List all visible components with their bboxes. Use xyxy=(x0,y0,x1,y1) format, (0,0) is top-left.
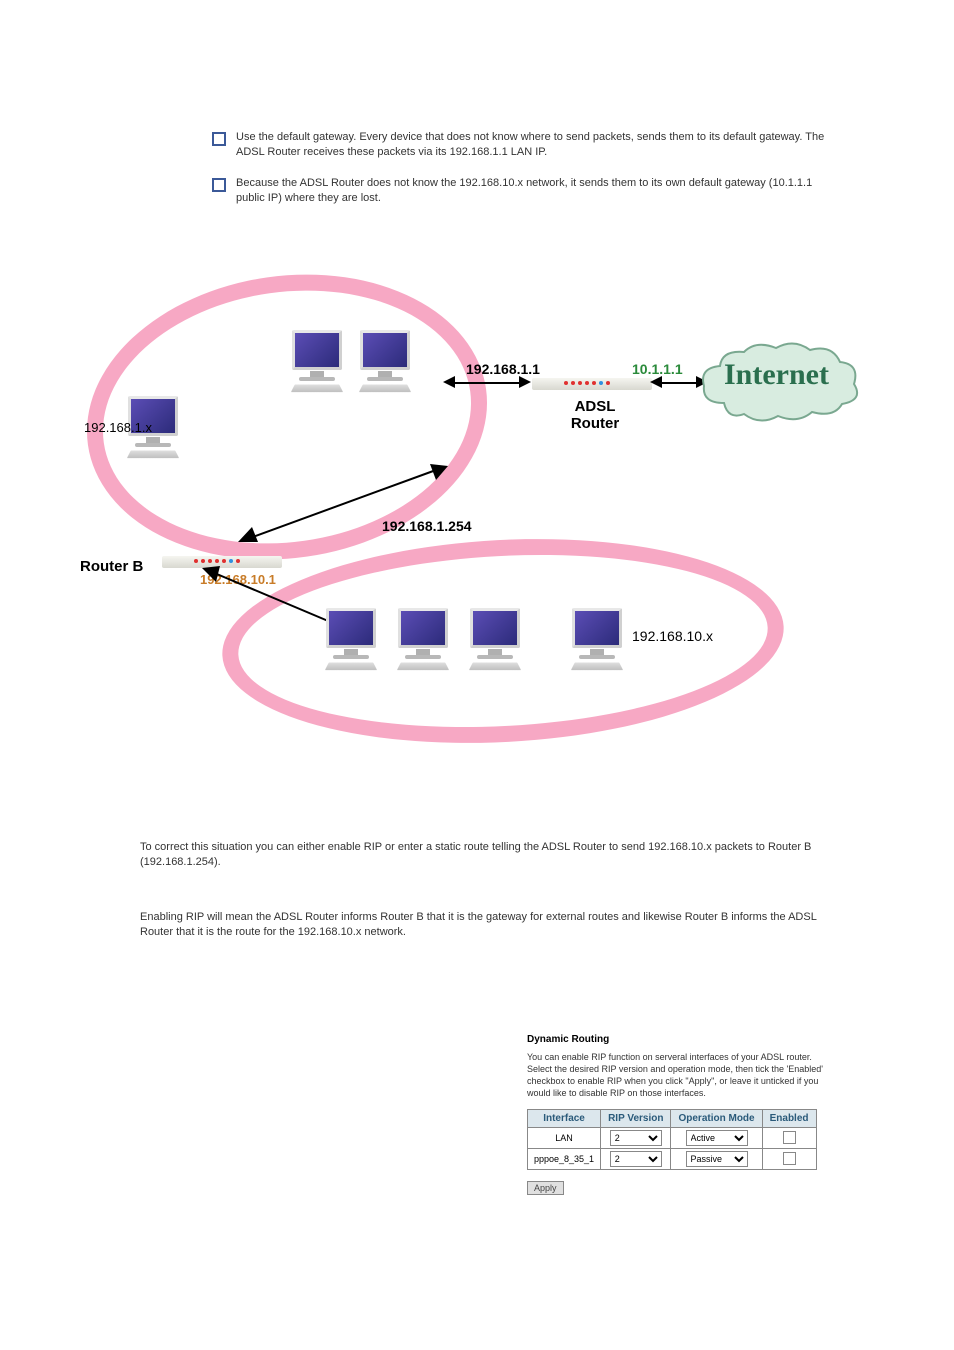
rip-table: Interface RIP Version Operation Mode Ena… xyxy=(527,1109,817,1170)
panel-description: You can enable RIP function on serveral … xyxy=(527,1051,827,1099)
internet-label: Internet xyxy=(724,358,829,392)
adsl-router-icon xyxy=(532,378,652,396)
enabled-checkbox[interactable] xyxy=(783,1131,796,1144)
router-b-label: Router B xyxy=(80,558,143,575)
col-operation-mode: Operation Mode xyxy=(671,1110,762,1128)
bullet-text: Because the ADSL Router does not know th… xyxy=(236,176,832,206)
cell-interface: pppoe_8_35_1 xyxy=(528,1149,601,1170)
rip-version-select[interactable]: 2 xyxy=(610,1151,662,1167)
arrow-head-icon xyxy=(650,376,662,388)
adsl-lan-ip-label: 192.168.1.1 xyxy=(466,361,540,377)
net-label: 192.168.1.x xyxy=(84,420,152,435)
arrow-line xyxy=(661,382,697,384)
operation-mode-select[interactable]: Passive xyxy=(686,1151,748,1167)
pc-icon xyxy=(466,608,524,668)
arrow-head-icon xyxy=(443,376,455,388)
bullet-marker-icon xyxy=(212,178,226,192)
dynamic-routing-panel: Dynamic Routing You can enable RIP funct… xyxy=(527,1034,827,1196)
bullet-item: Use the default gateway. Every device th… xyxy=(212,130,832,160)
router-b-wan-ip-label: 192.168.1.254 xyxy=(382,518,472,534)
pc-icon xyxy=(394,608,452,668)
apply-button[interactable]: Apply xyxy=(527,1181,564,1195)
operation-mode-select[interactable]: Active xyxy=(686,1130,748,1146)
net-label: 192.168.10.x xyxy=(632,628,713,644)
table-header-row: Interface RIP Version Operation Mode Ena… xyxy=(528,1110,817,1128)
paragraph: Enabling RIP will mean the ADSL Router i… xyxy=(140,910,820,940)
pc-icon xyxy=(356,330,414,390)
pc-icon xyxy=(568,608,626,668)
col-enabled: Enabled xyxy=(762,1110,816,1128)
bullet-item: Because the ADSL Router does not know th… xyxy=(212,176,832,206)
col-interface: Interface xyxy=(528,1110,601,1128)
cell-interface: LAN xyxy=(528,1128,601,1149)
table-row: LAN 2 Active xyxy=(528,1128,817,1149)
network-diagram: 192.168.1.x 192.168.1.1 ADSLRouter 10.1.… xyxy=(84,260,864,770)
pc-icon xyxy=(288,330,346,390)
arrow-line xyxy=(454,382,520,384)
adsl-router-label: ADSLRouter xyxy=(560,398,630,432)
bullet-text: Use the default gateway. Every device th… xyxy=(236,130,832,160)
router-lights xyxy=(564,381,610,385)
arrow-diag xyxy=(238,460,448,550)
col-rip-version: RIP Version xyxy=(601,1110,671,1128)
page: Use the default gateway. Every device th… xyxy=(0,0,954,1350)
bullet-marker-icon xyxy=(212,132,226,146)
rip-version-select[interactable]: 2 xyxy=(610,1130,662,1146)
panel-title: Dynamic Routing xyxy=(527,1034,827,1045)
paragraph: To correct this situation you can either… xyxy=(140,840,820,870)
router-lights xyxy=(194,559,240,563)
enabled-checkbox[interactable] xyxy=(783,1152,796,1165)
bullet-list: Use the default gateway. Every device th… xyxy=(212,130,832,222)
table-row: pppoe_8_35_1 2 Passive xyxy=(528,1149,817,1170)
arrow-head-icon xyxy=(519,376,531,388)
pc-icon xyxy=(322,608,380,668)
adsl-wan-ip-label: 10.1.1.1 xyxy=(632,361,683,377)
